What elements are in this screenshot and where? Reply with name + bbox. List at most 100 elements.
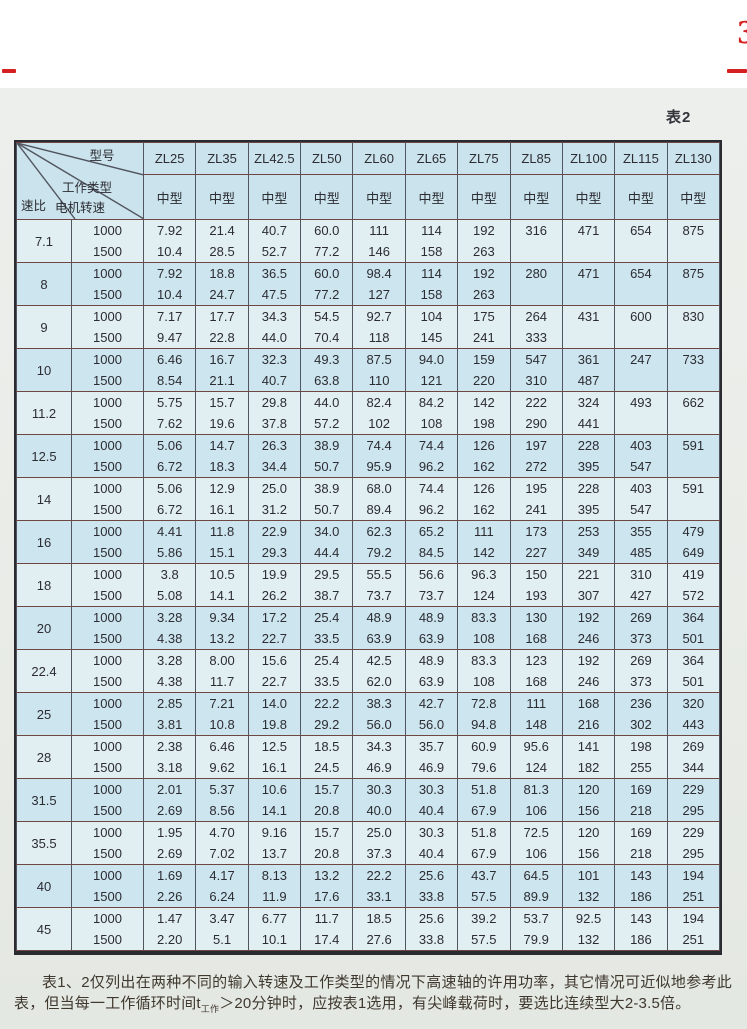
power-value-1000rpm: 6.46: [209, 739, 235, 754]
power-value-1500rpm: 156: [577, 846, 600, 861]
power-value-1500rpm: 6.72: [157, 459, 183, 474]
power-value-1000rpm: 11.8: [209, 524, 235, 539]
ratio-group-row: 18 1000 1500 3.8 5.08 10.5 14.1 19.9 26.2 29.5 38.…: [16, 563, 721, 607]
power-value-1500rpm: 40.7: [261, 373, 288, 388]
power-value-1000rpm: 35.7: [418, 739, 445, 754]
power-value-cell: 221 307: [561, 563, 616, 607]
power-value-1000rpm: 654: [630, 266, 652, 281]
power-value-cell: 7.92 10.4: [142, 219, 197, 263]
power-value-1500rpm: 26.2: [261, 588, 288, 603]
power-value-1000rpm: 10.6: [261, 782, 288, 797]
power-value-1500rpm: 13.2: [209, 631, 235, 646]
power-value-1500rpm: 132: [577, 889, 600, 904]
power-value-cell: 222 290: [509, 391, 563, 435]
power-value-1000rpm: 247: [630, 352, 652, 367]
power-value-1000rpm: 253: [577, 524, 600, 539]
power-value-1500rpm: 124: [472, 588, 495, 603]
power-value-1500rpm: 33.1: [366, 889, 392, 904]
power-value-cell: 591: [666, 477, 721, 521]
speed-ratio-cell: 16: [16, 520, 72, 564]
power-value-cell: 8.13 11.9: [247, 864, 302, 908]
power-value-1500rpm: [668, 370, 718, 391]
power-value-1000rpm: 72.5: [523, 825, 549, 840]
duty-type-cell: 中型: [561, 174, 616, 220]
power-value-cell: 3.28 4.38: [142, 649, 197, 693]
power-value-1000rpm: 74.4: [418, 481, 445, 496]
ratio-group-row: 45 1000 1500 1.47 2.20 3.47 5.1 6.77 10.1 11.7 17.…: [16, 907, 721, 951]
power-value-1500rpm: 255: [630, 760, 652, 775]
power-value-1000rpm: 316: [525, 223, 548, 238]
speed-ratio-cell: 35.5: [16, 821, 72, 865]
power-value-1000rpm: 654: [630, 223, 652, 238]
power-value-cell: 49.3 63.8: [300, 348, 354, 392]
power-value-cell: 39.2 57.5: [457, 907, 511, 951]
motor-speed-cell: 1000 1500: [71, 606, 144, 650]
power-value-cell: 654: [614, 262, 668, 306]
power-value-1000rpm: 192: [577, 610, 600, 625]
power-value-cell: 54.5 70.4: [300, 305, 354, 349]
power-value-1500rpm: 216: [577, 717, 600, 732]
power-value-1500rpm: 246: [577, 674, 600, 689]
power-value-1000rpm: 51.8: [471, 782, 497, 797]
power-value-cell: 364 501: [666, 649, 721, 693]
power-value-1500rpm: 63.8: [314, 373, 340, 388]
power-value-1500rpm: 547: [630, 502, 652, 517]
power-value-1500rpm: 487: [577, 373, 600, 388]
power-value-1000rpm: 38.9: [314, 481, 340, 496]
footnote-subscript: 工作: [200, 1004, 220, 1014]
power-value-1500rpm: 310: [525, 373, 548, 388]
power-value-cell: 74.4 96.2: [404, 477, 459, 521]
power-value-1000rpm: 403: [630, 438, 652, 453]
motor-speed-value: 1500: [93, 760, 122, 775]
duty-type-cell: 中型: [404, 174, 459, 220]
motor-speed-value: 1000: [93, 524, 122, 539]
power-value-1500rpm: 108: [472, 631, 495, 646]
power-value-cell: 3.28 4.38: [142, 606, 197, 650]
power-value-1000rpm: 44.0: [314, 395, 340, 410]
power-value-cell: 83.3 108: [457, 649, 511, 693]
motor-speed-value: 1000: [93, 739, 122, 754]
power-value-cell: 197 272: [509, 434, 563, 478]
power-value-1500rpm: 17.4: [314, 932, 340, 947]
speed-ratio-cell: 9: [16, 305, 72, 349]
power-value-cell: 48.9 63.9: [404, 606, 459, 650]
power-value-1000rpm: 364: [682, 653, 705, 668]
power-value-1000rpm: 5.06: [157, 481, 183, 496]
power-value-cell: 229 295: [666, 778, 721, 822]
ratio-group-row: 28 1000 1500 2.38 3.18 6.46 9.62 12.5 16.1 18.5 24…: [16, 735, 721, 779]
power-value-1500rpm: 10.4: [157, 287, 183, 302]
power-value-1000rpm: 141: [577, 739, 600, 754]
power-value-1500rpm: 16.1: [261, 760, 288, 775]
power-value-1000rpm: 25.0: [366, 825, 392, 840]
power-value-1500rpm: 2.26: [157, 889, 183, 904]
power-value-1000rpm: 9.16: [261, 825, 288, 840]
power-value-1000rpm: 98.4: [366, 266, 392, 281]
duty-type-cell: 中型: [142, 174, 197, 220]
power-value-cell: 324 441: [561, 391, 616, 435]
power-value-cell: 51.8 67.9: [457, 821, 511, 865]
power-value-1000rpm: 15.7: [209, 395, 235, 410]
ratio-group-row: 31.5 1000 1500 2.01 2.69 5.37 8.56 10.6 14.1 15.7…: [16, 778, 721, 822]
motor-speed-value: 1500: [93, 674, 122, 689]
power-value-1000rpm: 173: [525, 524, 548, 539]
power-value-cell: 143 186: [614, 864, 668, 908]
power-value-1500rpm: 5.86: [157, 545, 183, 560]
power-value-1000rpm: 1.47: [157, 911, 183, 926]
power-value-1500rpm: 15.1: [209, 545, 235, 560]
motor-speed-value: 1500: [93, 717, 122, 732]
power-value-1500rpm: 73.7: [366, 588, 392, 603]
power-value-1000rpm: 42.7: [418, 696, 445, 711]
power-value-1000rpm: 29.5: [314, 567, 340, 582]
speed-ratio-cell: 28: [16, 735, 72, 779]
motor-speed-value: 1500: [93, 545, 122, 560]
power-value-1000rpm: 1.69: [157, 868, 183, 883]
power-value-cell: 192 246: [561, 606, 616, 650]
power-value-cell: 126 162: [457, 477, 511, 521]
ratio-group-row: 14 1000 1500 5.06 6.72 12.9 16.1 25.0 31.2 38.9 50…: [16, 477, 721, 521]
power-value-cell: 130 168: [509, 606, 563, 650]
power-value-1000rpm: 30.3: [366, 782, 392, 797]
corner-label-work-type: 工作类型: [62, 181, 112, 195]
ratio-group-row: 20 1000 1500 3.28 4.38 9.34 13.2 17.2 22.7 25.4 33…: [16, 606, 721, 650]
power-value-1000rpm: 84.2: [418, 395, 445, 410]
power-value-1000rpm: 591: [682, 481, 705, 496]
